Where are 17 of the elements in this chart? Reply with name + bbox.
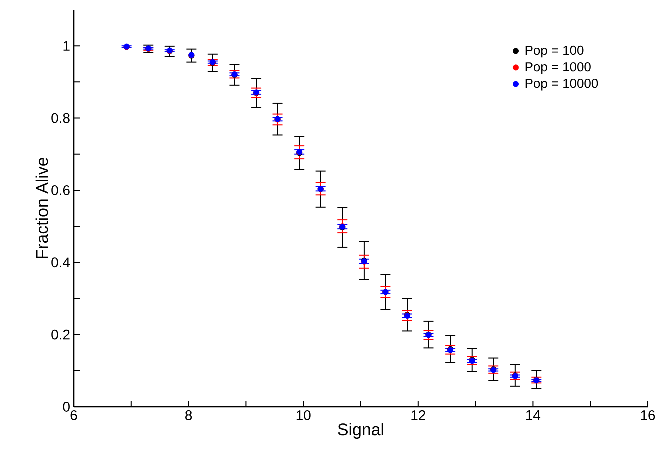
x-axis-title: Signal <box>338 423 384 440</box>
legend-label: Pop = 1000 <box>526 62 591 74</box>
x-tick-label: 10 <box>296 410 311 420</box>
y-tick-label: 0.6 <box>52 186 70 196</box>
y-axis-title: Fraction Alive <box>36 158 48 258</box>
y-tick-label: 0.2 <box>52 330 70 340</box>
y-tick-label: 0.8 <box>52 113 70 124</box>
x-tick-label: 14 <box>526 410 541 420</box>
x-tick-label: 16 <box>641 410 656 420</box>
y-tick-label: 1 <box>64 41 70 51</box>
legend-label: Pop = 10000 <box>526 78 598 91</box>
x-tick-label: 12 <box>412 410 426 420</box>
y-tick-label: 0 <box>63 402 70 412</box>
x-tick-label: 8 <box>186 410 192 420</box>
x-tick-label: 6 <box>70 410 78 420</box>
y-tick-label: 0.4 <box>52 258 70 268</box>
legend-label: Pop = 100 <box>526 46 584 58</box>
